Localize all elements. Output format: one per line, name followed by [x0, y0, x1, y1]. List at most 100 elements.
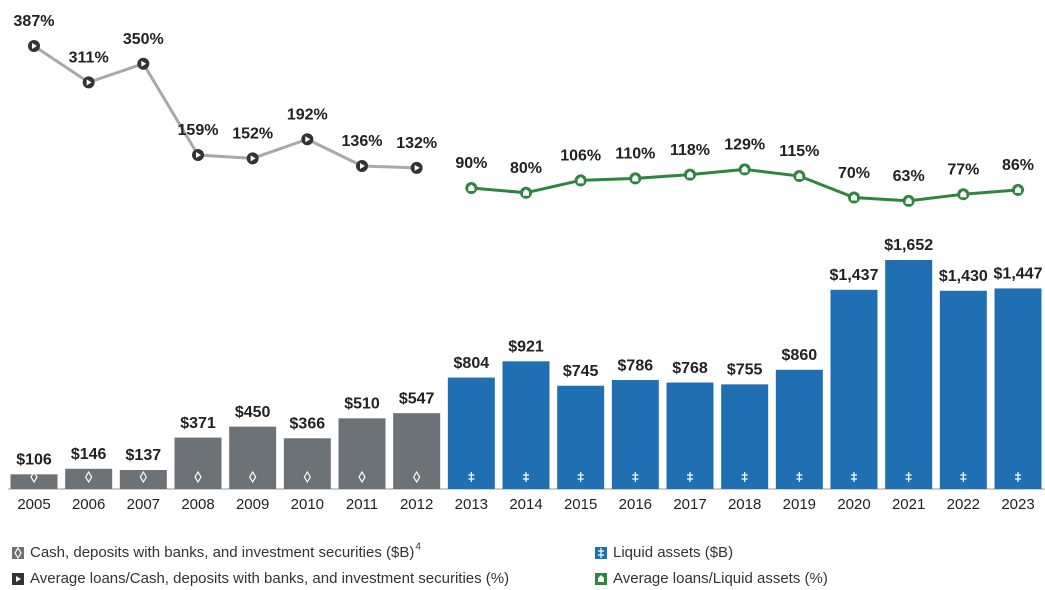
x-tick-label: 2020: [837, 496, 870, 513]
bar: [939, 290, 987, 489]
marker-icon: [305, 136, 311, 143]
bar: [65, 468, 113, 489]
bar-icon: [632, 472, 639, 482]
marker-icon: [141, 60, 147, 67]
value-label: 118%: [670, 142, 710, 159]
value-label: 159%: [178, 122, 219, 139]
bar-icon: [412, 470, 421, 484]
legend-swatch: [12, 547, 24, 559]
legend-label: Liquid assets ($B): [613, 544, 733, 561]
value-label: 90%: [455, 155, 487, 172]
value-label: $786: [618, 357, 654, 374]
value-label: $510: [344, 396, 380, 413]
legend-label: Average loans/Liquid assets (%): [613, 570, 828, 587]
bar-icon: [84, 470, 93, 484]
value-label: $137: [126, 447, 162, 464]
value-label: $1,652: [884, 237, 933, 254]
x-tick-label: 2009: [236, 496, 269, 513]
value-label: $547: [399, 390, 435, 407]
value-label: 86%: [1002, 157, 1034, 174]
bar: [502, 361, 550, 489]
value-label: $106: [16, 452, 52, 469]
value-label: $860: [782, 347, 818, 364]
x-tick-label: 2018: [728, 496, 761, 513]
value-label: $745: [563, 363, 599, 380]
legend-icon: [16, 576, 21, 582]
bar-icon: [248, 470, 257, 484]
value-label: 311%: [69, 50, 109, 67]
x-tick-label: 2007: [127, 496, 160, 513]
marker-icon: [468, 184, 475, 191]
marker-icon: [960, 190, 967, 198]
value-label: 63%: [893, 168, 925, 185]
legend-icon: [598, 548, 604, 558]
bar-icon: [687, 472, 693, 482]
marker-icon: [523, 189, 529, 196]
bar-icon: [796, 472, 803, 482]
marker-icon: [632, 174, 639, 182]
x-tick-label: 2019: [783, 496, 816, 513]
bar-icon: [905, 472, 912, 482]
bar-icon: [851, 472, 857, 482]
value-label: $804: [454, 355, 490, 372]
value-label: $1,437: [830, 267, 879, 284]
value-label: 136%: [342, 133, 383, 150]
marker-icon: [905, 197, 912, 204]
legend-icon: [598, 575, 604, 582]
bar-icon: [468, 472, 475, 482]
bar: [557, 385, 605, 489]
bar-icon: [577, 472, 584, 482]
bar: [447, 377, 495, 489]
value-label: $755: [727, 362, 763, 379]
bar: [721, 384, 769, 489]
marker-icon: [32, 43, 37, 50]
bar-icon: [1015, 472, 1021, 482]
value-label: $450: [235, 404, 271, 421]
bar: [994, 288, 1042, 489]
legend-label: Cash, deposits with banks, and investmen…: [30, 544, 414, 561]
value-label: $1,447: [994, 266, 1043, 283]
value-label: $366: [290, 415, 326, 432]
x-tick-label: 2010: [291, 496, 324, 513]
x-tick-label: 2005: [17, 496, 50, 513]
x-tick-label: 2017: [673, 496, 706, 513]
value-label: 106%: [560, 148, 601, 165]
marker-icon: [687, 171, 693, 178]
x-tick-label: 2016: [619, 496, 652, 513]
x-tick-label: 2014: [509, 496, 542, 513]
legend-footnote: 4: [415, 542, 421, 553]
value-label: 152%: [232, 126, 273, 143]
marker-icon: [360, 162, 365, 169]
bar-icon: [194, 470, 202, 484]
bar-icon: [139, 470, 148, 484]
value-label: $371: [180, 415, 216, 432]
line: [33, 44, 417, 170]
bar: [283, 438, 331, 489]
value-label: $921: [508, 339, 544, 356]
value-label: 350%: [123, 31, 164, 48]
value-label: $1,430: [939, 268, 988, 285]
bar: [338, 418, 386, 489]
value-label: 387%: [14, 13, 55, 30]
bar: [885, 260, 933, 489]
bar-icon: [303, 470, 312, 484]
x-tick-label: 2015: [564, 496, 597, 513]
bar: [393, 413, 441, 489]
x-tick-label: 2022: [947, 496, 980, 513]
marker-icon: [851, 194, 857, 201]
x-tick-label: 2023: [1001, 496, 1034, 513]
x-tick-label: 2012: [400, 496, 433, 513]
value-label: 129%: [724, 137, 765, 154]
x-tick-label: 2013: [455, 496, 488, 513]
marker-icon: [577, 176, 584, 184]
marker-icon: [796, 172, 803, 180]
value-label: $768: [672, 360, 708, 377]
bar: [229, 426, 277, 489]
marker-icon: [196, 151, 201, 158]
bar-icon: [523, 472, 529, 482]
value-label: 80%: [510, 160, 542, 177]
value-label: 77%: [947, 161, 979, 178]
marker-icon: [414, 164, 420, 171]
x-tick-label: 2011: [346, 496, 378, 513]
value-label: 192%: [287, 106, 328, 123]
